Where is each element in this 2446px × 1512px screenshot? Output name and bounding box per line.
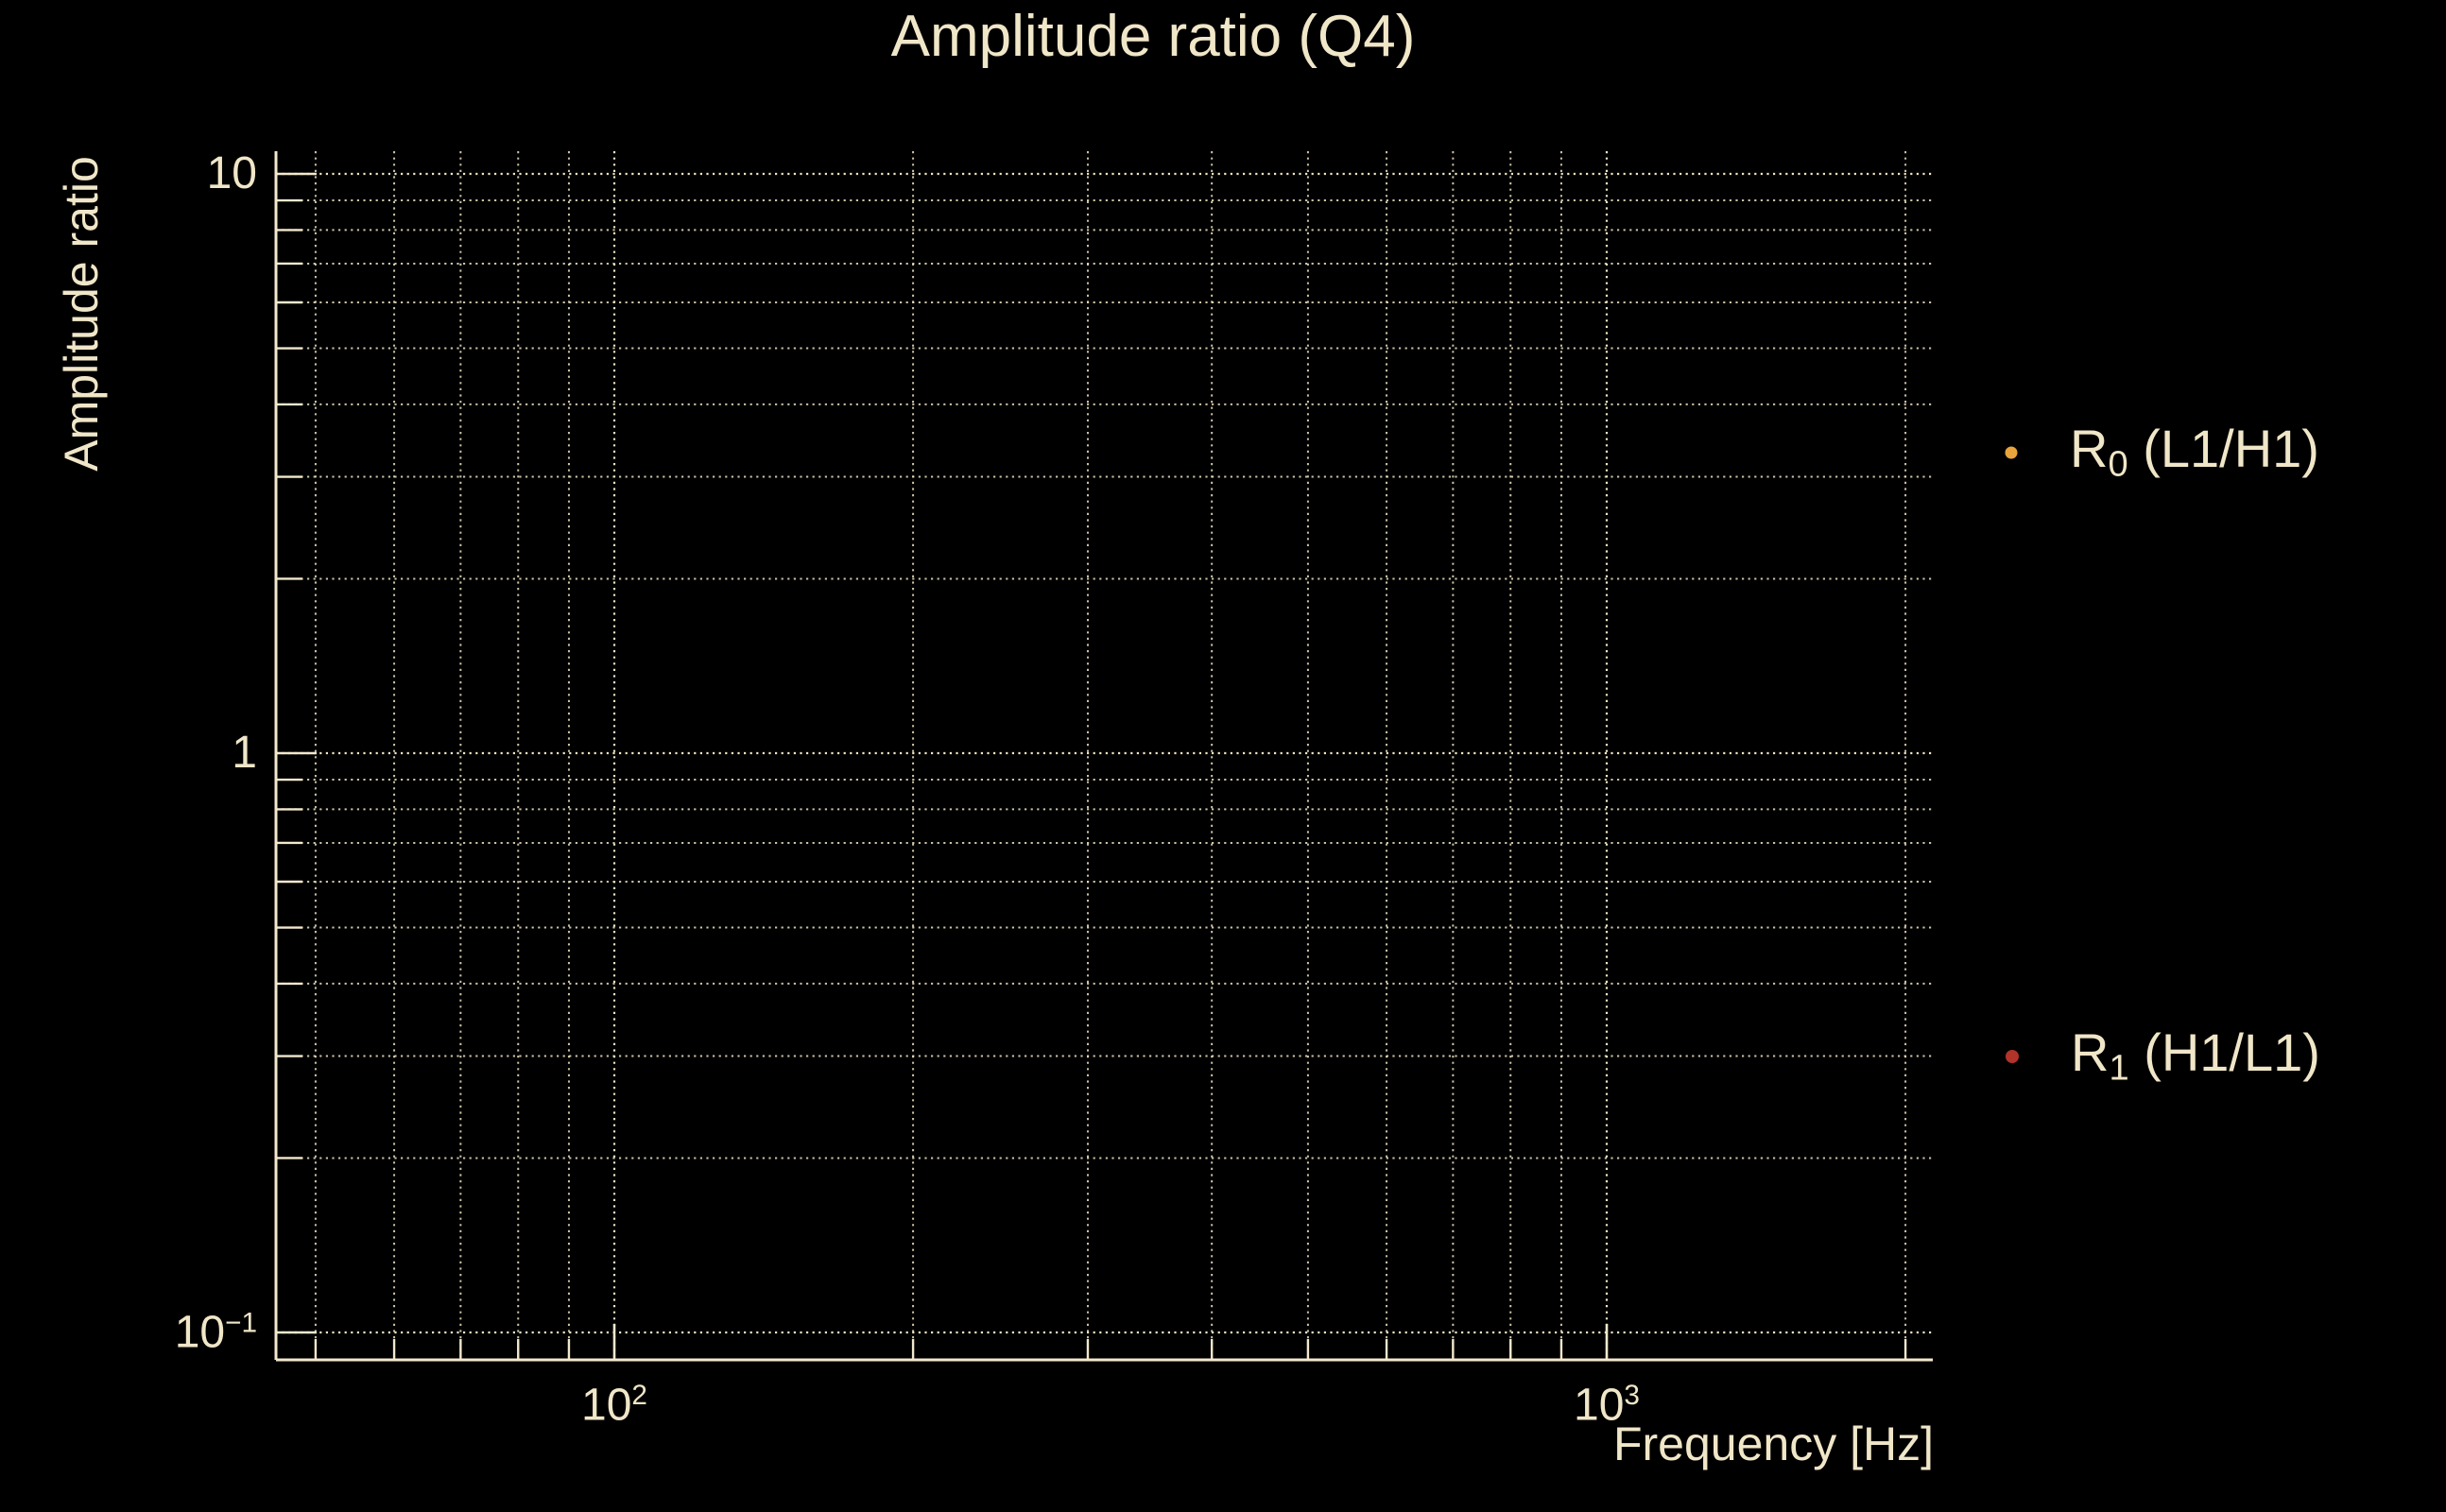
x-tick-label-1000: 103 (1574, 1380, 1640, 1431)
chart-title: Amplitude ratio (Q4) (890, 4, 1416, 69)
y-axis-label: Amplitude ratio (55, 156, 108, 472)
y-tick-label-10: 10 (206, 148, 257, 198)
legend-label-r1: R1 (H1/L1) (2071, 1022, 2320, 1089)
x-axis-label: Frequency [Hz] (1612, 1418, 1934, 1470)
y-tick-label-1: 1 (232, 728, 257, 778)
legend-marker-r1-dot-icon (2006, 1050, 2019, 1063)
legend-label-r0: R0 (L1/H1) (2070, 419, 2319, 485)
x-tick-label-100: 102 (581, 1380, 647, 1431)
y-tick-label-0p1: 10−1 (174, 1307, 257, 1358)
legend-marker-r0-dot-icon (2005, 446, 2018, 459)
